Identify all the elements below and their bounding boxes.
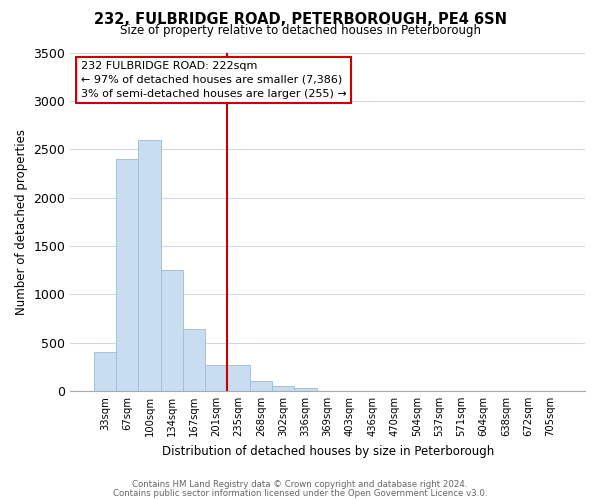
Bar <box>161 270 183 391</box>
Bar <box>250 382 272 391</box>
Bar <box>227 365 250 391</box>
Text: Contains HM Land Registry data © Crown copyright and database right 2024.: Contains HM Land Registry data © Crown c… <box>132 480 468 489</box>
Bar <box>205 365 227 391</box>
Y-axis label: Number of detached properties: Number of detached properties <box>15 128 28 314</box>
Bar <box>116 159 138 391</box>
Text: Size of property relative to detached houses in Peterborough: Size of property relative to detached ho… <box>119 24 481 37</box>
Bar <box>272 386 294 391</box>
X-axis label: Distribution of detached houses by size in Peterborough: Distribution of detached houses by size … <box>161 444 494 458</box>
Text: 232, FULBRIDGE ROAD, PETERBOROUGH, PE4 6SN: 232, FULBRIDGE ROAD, PETERBOROUGH, PE4 6… <box>94 12 506 28</box>
Bar <box>183 329 205 391</box>
Bar <box>138 140 161 391</box>
Bar <box>94 352 116 391</box>
Bar <box>294 388 317 391</box>
Text: 232 FULBRIDGE ROAD: 222sqm
← 97% of detached houses are smaller (7,386)
3% of se: 232 FULBRIDGE ROAD: 222sqm ← 97% of deta… <box>80 61 346 99</box>
Text: Contains public sector information licensed under the Open Government Licence v3: Contains public sector information licen… <box>113 488 487 498</box>
